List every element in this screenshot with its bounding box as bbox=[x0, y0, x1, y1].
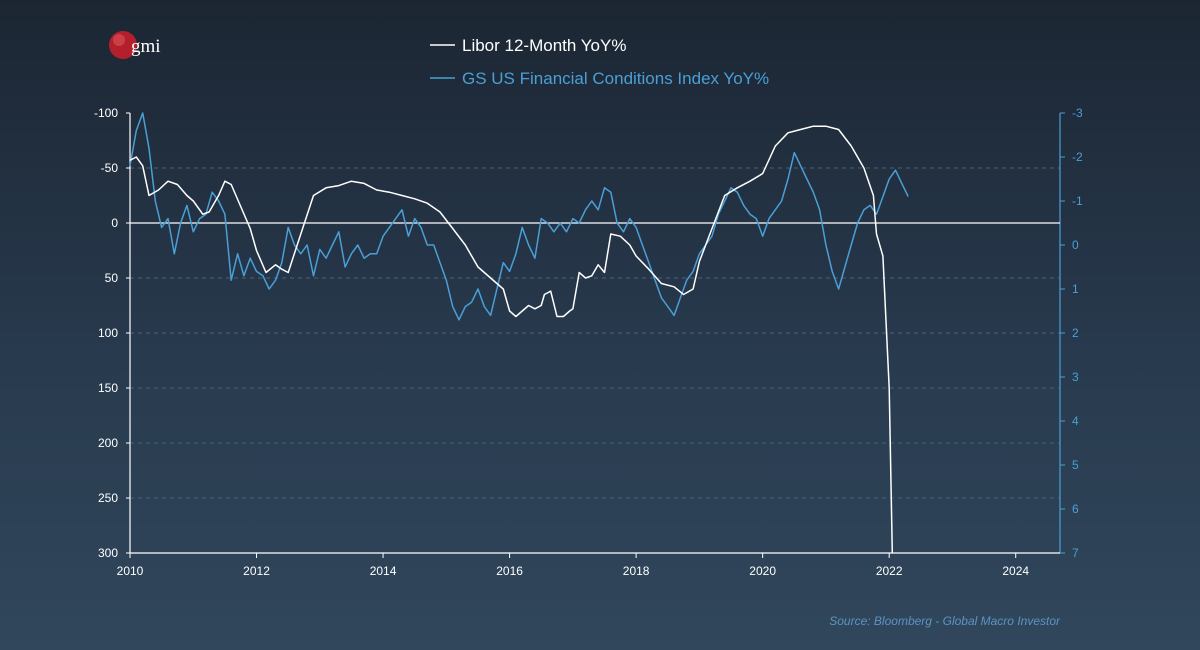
right-tick-label: 0 bbox=[1072, 238, 1079, 252]
series-line-fci bbox=[129, 112, 909, 321]
legend-label-libor: Libor 12-Month YoY% bbox=[462, 36, 626, 55]
x-tick-label: 2012 bbox=[243, 564, 270, 578]
left-axis-ticks: -100 -50 0 50 100 150 200 250 300 bbox=[94, 106, 130, 560]
x-tick-label: 2022 bbox=[876, 564, 903, 578]
left-tick-label: 100 bbox=[98, 326, 118, 340]
left-tick-label: 200 bbox=[98, 436, 118, 450]
right-tick-label: -1 bbox=[1072, 194, 1083, 208]
right-tick-label: 6 bbox=[1072, 502, 1079, 516]
gridlines bbox=[130, 167, 1060, 499]
right-tick-label: 4 bbox=[1072, 414, 1079, 428]
source-note: Source: Bloomberg - Global Macro Investo… bbox=[829, 614, 1061, 628]
x-tick-label: 2018 bbox=[623, 564, 650, 578]
x-tick-label: 2024 bbox=[1002, 564, 1029, 578]
x-axis-ticks: 2010 2012 2014 2016 2018 2020 2022 2024 bbox=[117, 553, 1029, 578]
right-tick-label: 7 bbox=[1072, 546, 1079, 560]
x-tick-label: 2020 bbox=[749, 564, 776, 578]
gmi-logo: gmi bbox=[109, 31, 161, 59]
x-tick-label: 2010 bbox=[117, 564, 144, 578]
right-tick-label: 5 bbox=[1072, 458, 1079, 472]
left-tick-label: 150 bbox=[98, 381, 118, 395]
legend: Libor 12-Month YoY% GS US Financial Cond… bbox=[430, 36, 769, 88]
legend-label-fci: GS US Financial Conditions Index YoY% bbox=[462, 69, 769, 88]
left-tick-label: 50 bbox=[105, 271, 119, 285]
x-tick-label: 2016 bbox=[496, 564, 523, 578]
x-tick-label: 2014 bbox=[370, 564, 397, 578]
left-tick-label: -100 bbox=[94, 106, 118, 120]
left-tick-label: 0 bbox=[111, 216, 118, 230]
right-tick-label: -2 bbox=[1072, 150, 1083, 164]
right-tick-label: 1 bbox=[1072, 282, 1079, 296]
series-line-libor bbox=[129, 125, 894, 554]
logo-text: gmi bbox=[131, 36, 161, 57]
left-tick-label: 300 bbox=[98, 546, 118, 560]
right-tick-label: -3 bbox=[1072, 106, 1083, 120]
left-tick-label: 250 bbox=[98, 491, 118, 505]
left-tick-label: -50 bbox=[101, 161, 119, 175]
right-tick-label: 3 bbox=[1072, 370, 1079, 384]
right-axis-ticks: -3 -2 -1 0 1 2 3 4 5 6 7 bbox=[1060, 106, 1083, 560]
right-tick-label: 2 bbox=[1072, 326, 1079, 340]
